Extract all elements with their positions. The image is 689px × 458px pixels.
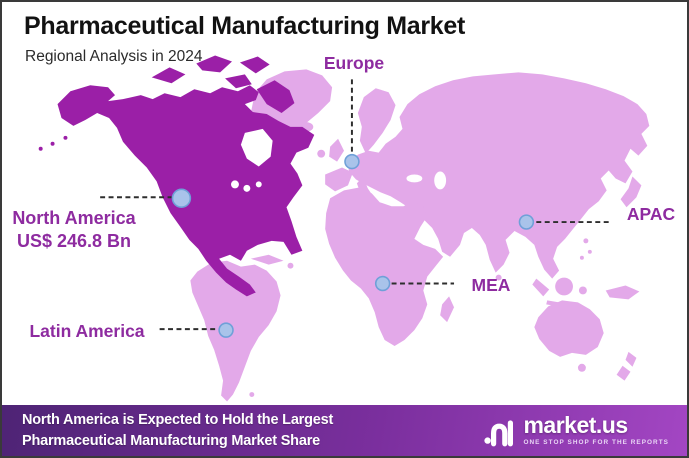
marker-north-america	[171, 188, 192, 208]
island-cuba	[250, 254, 284, 265]
region-label-latin-america: Latin America	[29, 321, 145, 341]
header: Pharmaceutical Manufacturing Market Regi…	[24, 12, 465, 66]
marker-europe	[344, 153, 360, 170]
arctic-island	[196, 55, 232, 73]
region-label-apac: APAC	[626, 204, 676, 224]
island-new-zealand-north	[625, 351, 637, 367]
island-sulawesi	[578, 286, 587, 295]
page-subtitle: Regional Analysis in 2024	[25, 48, 203, 65]
island-philippines	[583, 238, 589, 244]
island-falkland	[249, 392, 255, 398]
region-iberia	[325, 167, 353, 192]
arctic-island	[239, 56, 270, 74]
brand-name: market.us	[523, 412, 628, 439]
continent-australia	[534, 300, 604, 357]
island-tasmania	[577, 363, 586, 372]
region-label-europe: Europe	[323, 53, 385, 73]
aleutian-island	[63, 135, 68, 140]
island-japan	[620, 176, 642, 208]
island-baffin	[256, 80, 295, 114]
brand-text: market.us ONE STOP SHOP FOR THE REPORTS	[523, 414, 669, 446]
region-value: US$ 246.8 Bn	[16, 231, 132, 251]
footer-headline: North America is Expected to Hold the La…	[22, 410, 333, 452]
market-us-logo-icon	[484, 419, 514, 446]
continent-eurasia	[347, 72, 650, 279]
marker-apac	[518, 214, 535, 230]
island-madagascar	[440, 296, 455, 323]
aleutian-island	[38, 146, 43, 151]
baltic-sea	[381, 132, 388, 139]
region-label-mea: MEA	[471, 275, 511, 295]
footer-headline-line1: North America is Expected to Hold the La…	[22, 411, 334, 428]
island-sakhalin	[615, 148, 623, 171]
great-lake	[255, 181, 262, 188]
arctic-island	[225, 74, 252, 89]
continent-africa	[325, 187, 444, 346]
island-new-guinea	[605, 285, 640, 300]
continent-south-america	[190, 260, 281, 402]
island-sumatra	[532, 278, 550, 297]
island-philippines	[587, 249, 592, 254]
footer-banner: North America is Expected to Hold the La…	[2, 405, 687, 456]
aleutian-island	[50, 141, 55, 146]
brand-tagline: ONE STOP SHOP FOR THE REPORTS	[523, 439, 669, 447]
island-uk	[329, 138, 345, 162]
region-name: North America	[12, 208, 136, 228]
region-label-north-america: North America US$ 246.8 Bn	[8, 207, 140, 253]
hudson-bay	[240, 128, 273, 167]
page-title: Pharmaceutical Manufacturing Market	[24, 12, 466, 40]
island-new-zealand-south	[616, 365, 631, 381]
black-sea	[406, 174, 423, 183]
arctic-island	[151, 67, 186, 84]
island-hispaniola	[287, 262, 294, 269]
island-sri-lanka	[495, 274, 502, 281]
marker-mea	[374, 275, 391, 292]
island-philippines	[579, 255, 584, 260]
brand-logo: market.us ONE STOP SHOP FOR THE REPORTS	[484, 414, 669, 448]
caspian-sea	[434, 171, 447, 190]
great-lake	[231, 180, 239, 189]
great-lake	[243, 184, 251, 192]
region-scandinavia	[357, 88, 396, 154]
island-borneo	[555, 277, 573, 296]
footer-headline-line2: Pharmaceutical Manufacturing Market Shar…	[22, 432, 321, 449]
island-ireland	[317, 149, 326, 158]
marker-latin-america	[218, 322, 234, 338]
